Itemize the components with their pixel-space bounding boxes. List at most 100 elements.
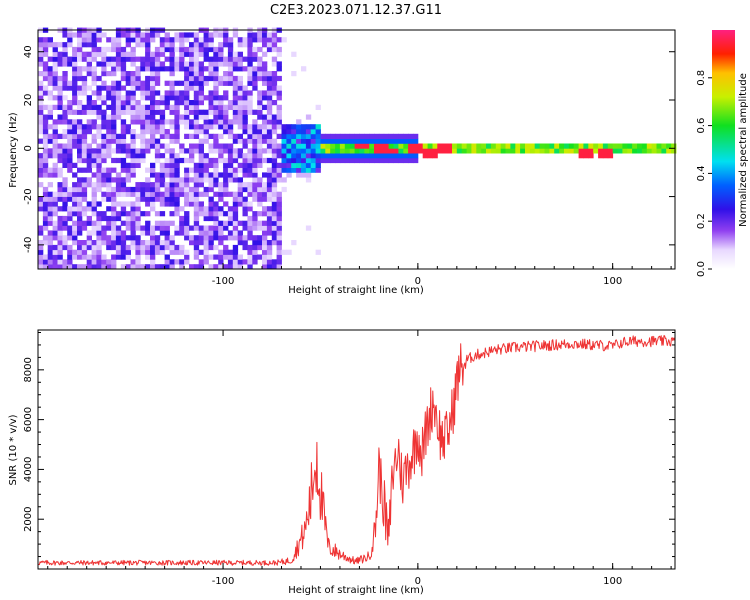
heatmap-cell	[154, 66, 161, 72]
heatmap-cell	[232, 201, 239, 207]
heatmap-cell	[125, 249, 131, 255]
heatmap-cell	[510, 143, 516, 149]
heatmap-cell	[189, 71, 195, 77]
heatmap-cell	[135, 182, 141, 188]
heatmap-cell	[227, 42, 234, 48]
heatmap-cell	[42, 85, 49, 91]
heatmap-cell	[203, 191, 209, 197]
heatmap-cell	[262, 42, 268, 48]
heatmap-cell	[408, 143, 414, 149]
heatmap-cell	[247, 230, 253, 236]
heatmap-cell	[271, 61, 278, 67]
heatmap-cell	[184, 109, 190, 115]
heatmap-cell	[374, 153, 380, 159]
heatmap-cell	[174, 177, 180, 183]
heatmap-cell	[106, 46, 112, 53]
heatmap-cell	[77, 220, 83, 226]
heatmap-cell	[651, 143, 657, 149]
heatmap-cell	[159, 124, 166, 130]
heatmap-cell	[150, 196, 156, 202]
heatmap-cell	[62, 148, 68, 154]
heatmap-cell	[38, 129, 44, 135]
heatmap-cell	[218, 119, 224, 125]
heatmap-cell	[77, 244, 83, 251]
heatmap-cell	[223, 191, 229, 197]
heatmap-cell	[227, 129, 234, 135]
heatmap-cell	[262, 32, 268, 38]
heatmap-cell	[57, 157, 63, 164]
heatmap-cell	[125, 129, 131, 135]
heatmap-cell	[77, 230, 83, 236]
heatmap-cell	[150, 230, 156, 236]
heatmap-cell	[213, 264, 219, 270]
heatmap-cell	[388, 148, 394, 154]
heatmap-cell	[227, 100, 234, 106]
heatmap-cell	[330, 143, 336, 149]
heatmap-cell	[520, 143, 526, 149]
heatmap-cell	[374, 133, 380, 139]
heatmap-cell	[145, 196, 151, 202]
heatmap-cell	[135, 157, 141, 164]
heatmap-cell	[198, 85, 204, 91]
heatmap-cell	[115, 143, 122, 149]
heatmap-cell	[62, 71, 68, 77]
heatmap-cell	[179, 95, 185, 101]
heatmap-cell	[86, 66, 92, 72]
heatmap-cell	[315, 133, 321, 139]
heatmap-cell	[408, 138, 414, 144]
heatmap-cell	[218, 46, 224, 53]
heatmap-cell	[42, 211, 49, 217]
heatmap-cell	[91, 46, 97, 53]
heatmap-cell	[169, 177, 175, 183]
heatmap-cell	[223, 104, 229, 110]
heatmap-cell	[145, 230, 151, 236]
heatmap-cell	[101, 177, 107, 183]
heatmap-cell	[189, 32, 195, 38]
heatmap-cell	[189, 225, 195, 231]
heatmap-cell	[164, 162, 170, 168]
heatmap-cell	[223, 90, 229, 96]
heatmap-cell	[42, 119, 49, 125]
heatmap-cell	[432, 143, 438, 149]
heatmap-cell	[115, 90, 122, 96]
heatmap-cell	[140, 109, 146, 115]
spectrogram-cells	[38, 27, 677, 270]
heatmap-cell	[281, 186, 287, 193]
heatmap-cell	[135, 211, 141, 217]
heatmap-cell	[81, 32, 88, 38]
heatmap-cell	[145, 42, 151, 48]
heatmap-cell	[154, 51, 161, 57]
heatmap-cell	[266, 119, 273, 125]
heatmap-cell	[218, 42, 224, 48]
heatmap-cell	[266, 211, 273, 217]
heatmap-cell	[174, 162, 180, 168]
heatmap-cell	[38, 153, 44, 159]
y-tick-label: 40	[23, 45, 34, 58]
heatmap-cell	[164, 66, 170, 72]
heatmap-cell	[38, 254, 44, 260]
heatmap-cell	[559, 143, 565, 149]
heatmap-cell	[120, 75, 127, 82]
heatmap-cell	[72, 143, 78, 149]
heatmap-cell	[213, 230, 219, 236]
heatmap-cell	[301, 133, 307, 139]
heatmap-cell	[193, 85, 200, 91]
heatmap-cell	[539, 143, 545, 149]
heatmap-cell	[101, 215, 107, 222]
heatmap-cell	[237, 85, 243, 91]
heatmap-cell	[242, 244, 248, 251]
heatmap-cell	[125, 254, 131, 260]
heatmap-cell	[276, 46, 282, 53]
figure-title: C2E3.2023.071.12.37.G11	[270, 3, 442, 18]
heatmap-cell	[91, 109, 97, 115]
heatmap-cell	[72, 162, 78, 168]
heatmap-cell	[111, 157, 117, 164]
heatmap-cell	[140, 249, 146, 255]
heatmap-cell	[364, 138, 370, 144]
heatmap-cell	[276, 249, 282, 255]
heatmap-cell	[154, 71, 161, 77]
heatmap-cell	[67, 124, 73, 130]
heatmap-cell	[115, 201, 122, 207]
heatmap-cell	[52, 143, 58, 149]
